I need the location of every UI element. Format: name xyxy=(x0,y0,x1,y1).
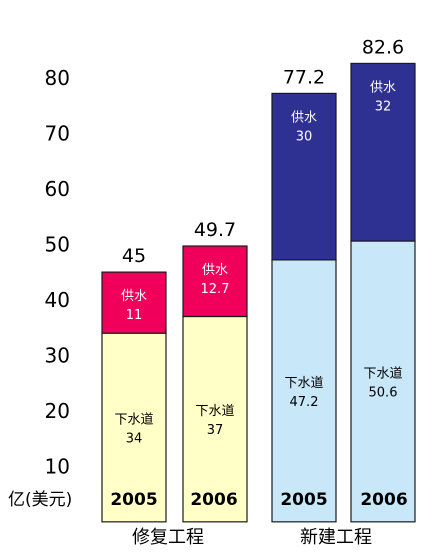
segment-name-label: 供水 xyxy=(291,110,317,125)
y-tick-label: 70 xyxy=(45,121,70,145)
segment-name-label: 供水 xyxy=(202,263,228,278)
x-category-label: 2005 xyxy=(280,490,327,510)
y-tick-label: 10 xyxy=(45,454,70,478)
y-tick-label: 40 xyxy=(45,288,70,312)
bar-total-label: 82.6 xyxy=(362,36,404,58)
bar-segment xyxy=(350,62,416,242)
group-label: 修复工程 xyxy=(132,527,204,548)
y-tick-label: 80 xyxy=(45,66,70,90)
y-axis-ticks: 10 20 30 40 50 60 70 80 xyxy=(45,66,70,479)
bar-total-label: 77.2 xyxy=(283,66,325,88)
segment-name-label: 下水道 xyxy=(363,366,402,381)
bar-segment xyxy=(101,271,167,334)
y-tick-label: 30 xyxy=(45,343,70,367)
bar-total-label: 45 xyxy=(122,245,146,267)
y-tick-label: 20 xyxy=(45,399,70,423)
segment-name-label: 下水道 xyxy=(114,413,153,428)
segment-value-label: 11 xyxy=(126,308,143,323)
segment-value-label: 37 xyxy=(207,423,224,438)
bars-layer: 下水道 34 供水 11 45 下水道 37 供水 12.7 49.7 下水道 47.2 供水 30 77.… xyxy=(101,36,416,523)
x-category-label: 2006 xyxy=(360,490,407,510)
segment-name-label: 供水 xyxy=(370,80,396,95)
y-tick-label: 60 xyxy=(45,177,70,201)
segment-name-label: 下水道 xyxy=(195,404,234,419)
bar-segment xyxy=(101,332,167,523)
bar-segment xyxy=(182,245,248,318)
bar-segment xyxy=(271,92,337,261)
segment-name-label: 供水 xyxy=(121,289,147,304)
segment-value-label: 32 xyxy=(375,99,392,114)
x-axis-categories: 2005 2006 修复工程 2005 2006 新建工程 xyxy=(110,490,407,548)
bar-segment xyxy=(350,240,416,523)
x-category-label: 2005 xyxy=(110,490,157,510)
segment-value-label: 30 xyxy=(296,129,313,144)
bar-total-label: 49.7 xyxy=(194,219,236,241)
unit-label: 亿(美元) xyxy=(8,490,72,510)
segment-name-label: 下水道 xyxy=(284,376,323,391)
segment-value-label: 12.7 xyxy=(201,282,230,297)
segment-value-label: 50.6 xyxy=(369,385,398,400)
group-label: 新建工程 xyxy=(300,527,372,548)
segment-value-label: 47.2 xyxy=(290,395,319,410)
x-category-label: 2006 xyxy=(190,490,237,510)
segment-value-label: 34 xyxy=(126,432,143,447)
y-tick-label: 50 xyxy=(45,232,70,256)
bar-segment xyxy=(271,259,337,523)
